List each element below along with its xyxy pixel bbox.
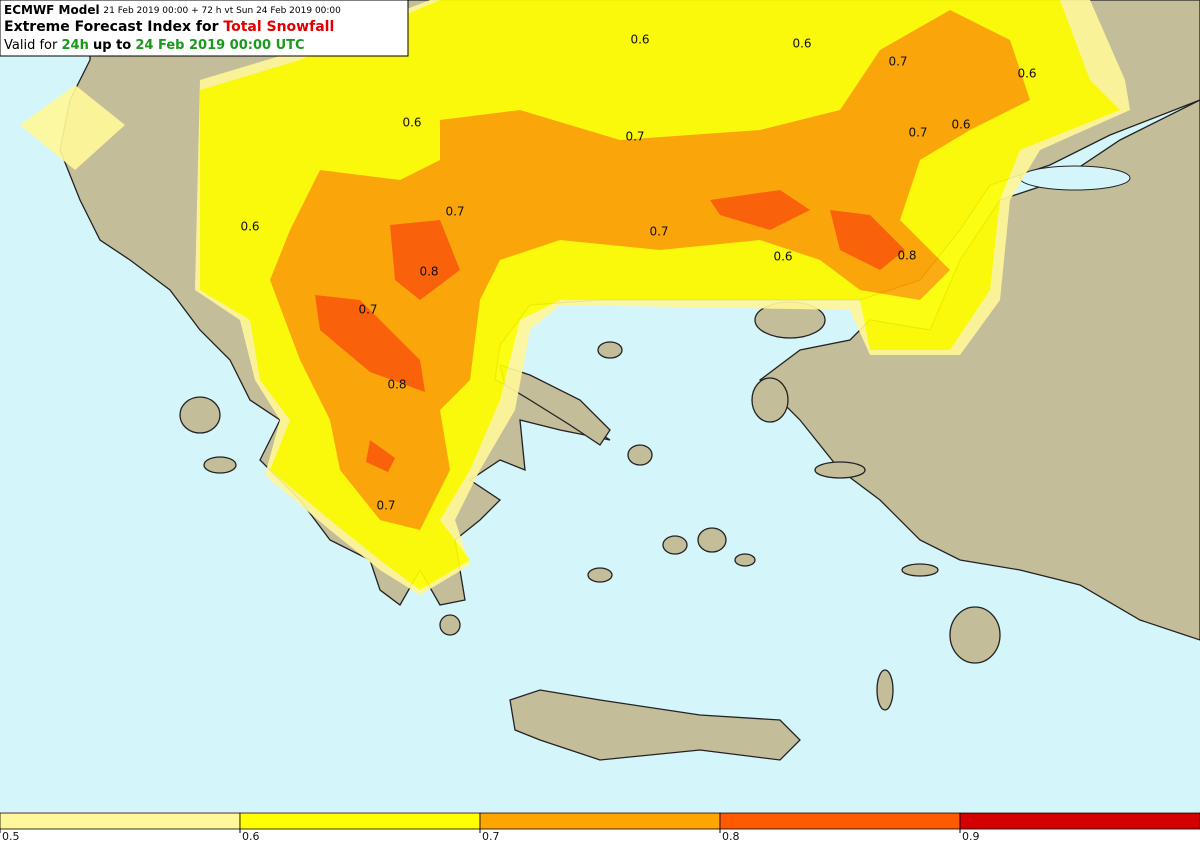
contour-label: 0.7: [649, 225, 668, 239]
colorbar-segment: [719, 812, 961, 830]
efi-shading: [20, 0, 1130, 595]
header-line-1: ECMWF Model 21 Feb 2019 00:00 + 72 h vt …: [4, 3, 341, 17]
header-box: [0, 0, 409, 57]
contour-label: 0.7: [445, 205, 464, 219]
contour-label: 0.8: [897, 249, 916, 263]
contour-label: 0.8: [419, 265, 438, 279]
valid-prefix: Valid for: [4, 38, 58, 53]
run-info: 21 Feb 2019 00:00 + 72 h vt Sun 24 Feb 2…: [103, 6, 341, 16]
contour-label: 0.8: [387, 378, 406, 392]
colorbar-tick-label: 0.8: [722, 830, 740, 843]
colorbar-tick-label: 0.5: [2, 830, 20, 843]
contour-label: 0.6: [792, 37, 811, 51]
colorbar-segment: [479, 812, 721, 830]
title-prefix: Extreme Forecast Index for: [4, 19, 219, 35]
contour-label: 0.7: [908, 126, 927, 140]
contour-label: 0.6: [240, 220, 259, 234]
colorbar-tick-label: 0.6: [242, 830, 260, 843]
colorbar-segment: [239, 812, 481, 830]
contour-labels: 0.6 0.6 0.6 0.6 0.6 0.6 0.6 0.7 0.7 0.7 0.7 0.7 0.7 0…: [240, 33, 1036, 513]
contour-label: 0.6: [630, 33, 649, 47]
contour-label: 0.7: [358, 303, 377, 317]
contour-label: 0.6: [1017, 67, 1036, 81]
contour-label: 0.7: [888, 55, 907, 69]
valid-mid: up to: [93, 38, 131, 53]
contour-label: 0.6: [951, 118, 970, 132]
colorbar-tick-label: 0.9: [962, 830, 980, 843]
contour-label: 0.6: [773, 250, 792, 264]
model-name: ECMWF Model: [4, 3, 100, 17]
header-line-3: Valid for 24h up to 24 Feb 2019 00:00 UT…: [4, 38, 305, 53]
contour-label: 0.7: [625, 130, 644, 144]
colorbar-segment: [959, 812, 1200, 830]
contour-label: 0.6: [402, 116, 421, 130]
colorbar: 0.5 0.6 0.7 0.8 0.9: [0, 812, 1200, 843]
colorbar-segment: [0, 812, 241, 830]
valid-period: 24h: [61, 38, 88, 53]
title-param: Total Snowfall: [223, 19, 334, 35]
header-line-2: Extreme Forecast Index for Total Snowfal…: [4, 19, 334, 35]
header: ECMWF Model 21 Feb 2019 00:00 + 72 h vt …: [0, 0, 409, 57]
contour-label: 0.7: [376, 499, 395, 513]
colorbar-tick-label: 0.7: [482, 830, 500, 843]
valid-time: 24 Feb 2019 00:00 UTC: [135, 38, 304, 53]
